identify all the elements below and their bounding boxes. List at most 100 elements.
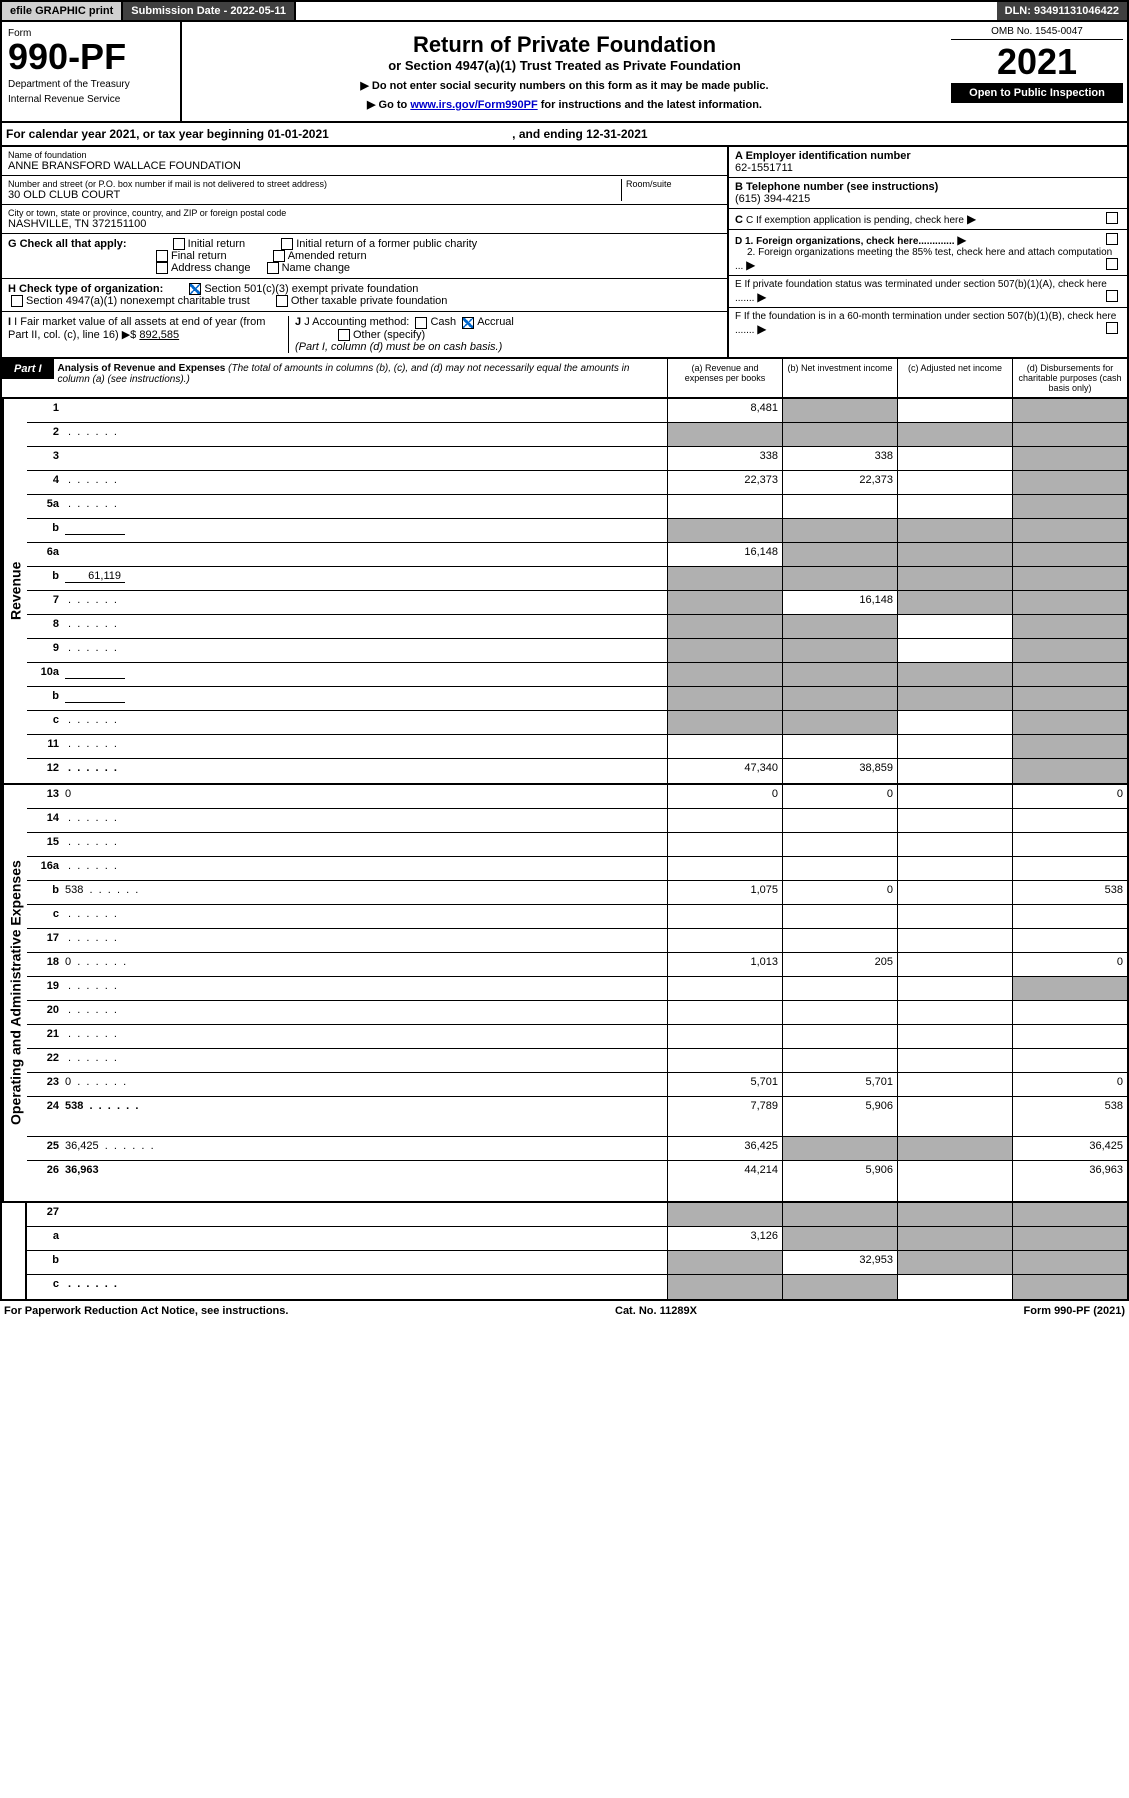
foreign-85-checkbox[interactable]: [1106, 258, 1118, 270]
dln: DLN: 93491131046422: [997, 2, 1127, 20]
cell-b: [782, 929, 897, 952]
cell-b: 0: [782, 881, 897, 904]
table-row: 11 . . . . . .: [27, 735, 1127, 759]
foreign-org-checkbox[interactable]: [1106, 233, 1118, 245]
cell-d: [1012, 1049, 1127, 1072]
table-row: a3,126: [27, 1227, 1127, 1251]
cell-a: 1,075: [667, 881, 782, 904]
row-description: . . . . . .: [62, 977, 667, 1000]
part1-desc: Analysis of Revenue and Expenses (The to…: [54, 359, 667, 389]
cell-a: [667, 591, 782, 614]
cell-b: [782, 977, 897, 1000]
cell-b: [782, 905, 897, 928]
section-e: E If private foundation status was termi…: [729, 276, 1127, 308]
cell-a: [667, 977, 782, 1000]
efile-label[interactable]: efile GRAPHIC print: [2, 2, 123, 20]
section-h: H Check type of organization: Section 50…: [2, 279, 727, 312]
cell-a: [667, 809, 782, 832]
501c3-checkbox[interactable]: [189, 283, 201, 295]
irs-label: Internal Revenue Service: [8, 94, 174, 105]
foundation-name-cell: Name of foundation ANNE BRANSFORD WALLAC…: [2, 147, 727, 176]
other-taxable-checkbox[interactable]: [276, 295, 288, 307]
cash-checkbox[interactable]: [415, 317, 427, 329]
cell-b: 205: [782, 953, 897, 976]
revenue-section: Revenue 18,4812 . . . . . .33383384 . . …: [0, 399, 1129, 785]
cell-d: [1012, 735, 1127, 758]
initial-return-former-checkbox[interactable]: [281, 238, 293, 250]
cell-a: [667, 1025, 782, 1048]
row-description: . . . . . .: [62, 423, 667, 446]
summary-section: 27a3,126b32,953c . . . . . .: [0, 1203, 1129, 1301]
part1-label: Part I: [2, 359, 54, 379]
address-change-checkbox[interactable]: [156, 262, 168, 274]
header-right: OMB No. 1545-0047 2021 Open to Public In…: [947, 22, 1127, 121]
cell-c: [897, 591, 1012, 614]
cell-c: [897, 833, 1012, 856]
cell-b: [782, 423, 897, 446]
row-description: . . . . . .: [62, 759, 667, 783]
table-row: b: [27, 519, 1127, 543]
row-number: 13: [27, 785, 62, 808]
row-number: 9: [27, 639, 62, 662]
cell-a: [667, 1251, 782, 1274]
tax-year: 2021: [951, 40, 1123, 83]
row-description: 36,425 . . . . . .: [62, 1137, 667, 1160]
initial-return-checkbox[interactable]: [173, 238, 185, 250]
summary-rows: 27a3,126b32,953c . . . . . .: [27, 1203, 1127, 1299]
cell-d: [1012, 905, 1127, 928]
row-description: . . . . . .: [62, 495, 667, 518]
cell-c: [897, 687, 1012, 710]
info-left: Name of foundation ANNE BRANSFORD WALLAC…: [2, 147, 727, 357]
cell-a: 338: [667, 447, 782, 470]
cell-d: 0: [1012, 1073, 1127, 1096]
cell-d: [1012, 1025, 1127, 1048]
60-month-checkbox[interactable]: [1106, 322, 1118, 334]
row-description: . . . . . .: [62, 591, 667, 614]
accrual-checkbox[interactable]: [462, 317, 474, 329]
table-row: 22 . . . . . .: [27, 1049, 1127, 1073]
table-row: b 61,119: [27, 567, 1127, 591]
cell-c: [897, 639, 1012, 662]
cell-d: [1012, 1251, 1127, 1274]
col-c-header: (c) Adjusted net income: [897, 359, 1012, 397]
cell-a: [667, 615, 782, 638]
instruction-1: ▶ Do not enter social security numbers o…: [192, 79, 937, 92]
cell-b: 16,148: [782, 591, 897, 614]
city-cell: City or town, state or province, country…: [2, 205, 727, 234]
cell-b: 5,701: [782, 1073, 897, 1096]
cell-a: 16,148: [667, 543, 782, 566]
final-return-checkbox[interactable]: [156, 250, 168, 262]
cell-b: [782, 1203, 897, 1226]
header-mid: Return of Private Foundation or Section …: [182, 22, 947, 121]
cell-b: [782, 495, 897, 518]
cell-c: [897, 735, 1012, 758]
form-subtitle: or Section 4947(a)(1) Trust Treated as P…: [192, 58, 937, 73]
row-description: 538 . . . . . .: [62, 1097, 667, 1136]
amended-return-checkbox[interactable]: [273, 250, 285, 262]
4947a1-checkbox[interactable]: [11, 295, 23, 307]
row-number: 6a: [27, 543, 62, 566]
table-row: 16a . . . . . .: [27, 857, 1127, 881]
cell-c: [897, 399, 1012, 422]
row-description: [62, 543, 667, 566]
cell-c: [897, 447, 1012, 470]
cell-a: 22,373: [667, 471, 782, 494]
dept-treasury: Department of the Treasury: [8, 79, 174, 90]
table-row: 230 . . . . . .5,7015,7010: [27, 1073, 1127, 1097]
row-description: . . . . . .: [62, 1025, 667, 1048]
cell-c: [897, 1275, 1012, 1299]
cell-d: [1012, 543, 1127, 566]
status-terminated-checkbox[interactable]: [1106, 290, 1118, 302]
irs-link[interactable]: www.irs.gov/Form990PF: [410, 99, 537, 111]
page-footer: For Paperwork Reduction Act Notice, see …: [0, 1301, 1129, 1321]
table-row: 15 . . . . . .: [27, 833, 1127, 857]
cell-a: [667, 1049, 782, 1072]
other-method-checkbox[interactable]: [338, 329, 350, 341]
table-row: 2636,96344,2145,90636,963: [27, 1161, 1127, 1201]
row-number: 18: [27, 953, 62, 976]
exemption-pending-checkbox[interactable]: [1106, 212, 1118, 224]
cell-b: [782, 399, 897, 422]
row-description: 36,963: [62, 1161, 667, 1201]
phone-cell: B Telephone number (see instructions) (6…: [729, 178, 1127, 209]
name-change-checkbox[interactable]: [267, 262, 279, 274]
